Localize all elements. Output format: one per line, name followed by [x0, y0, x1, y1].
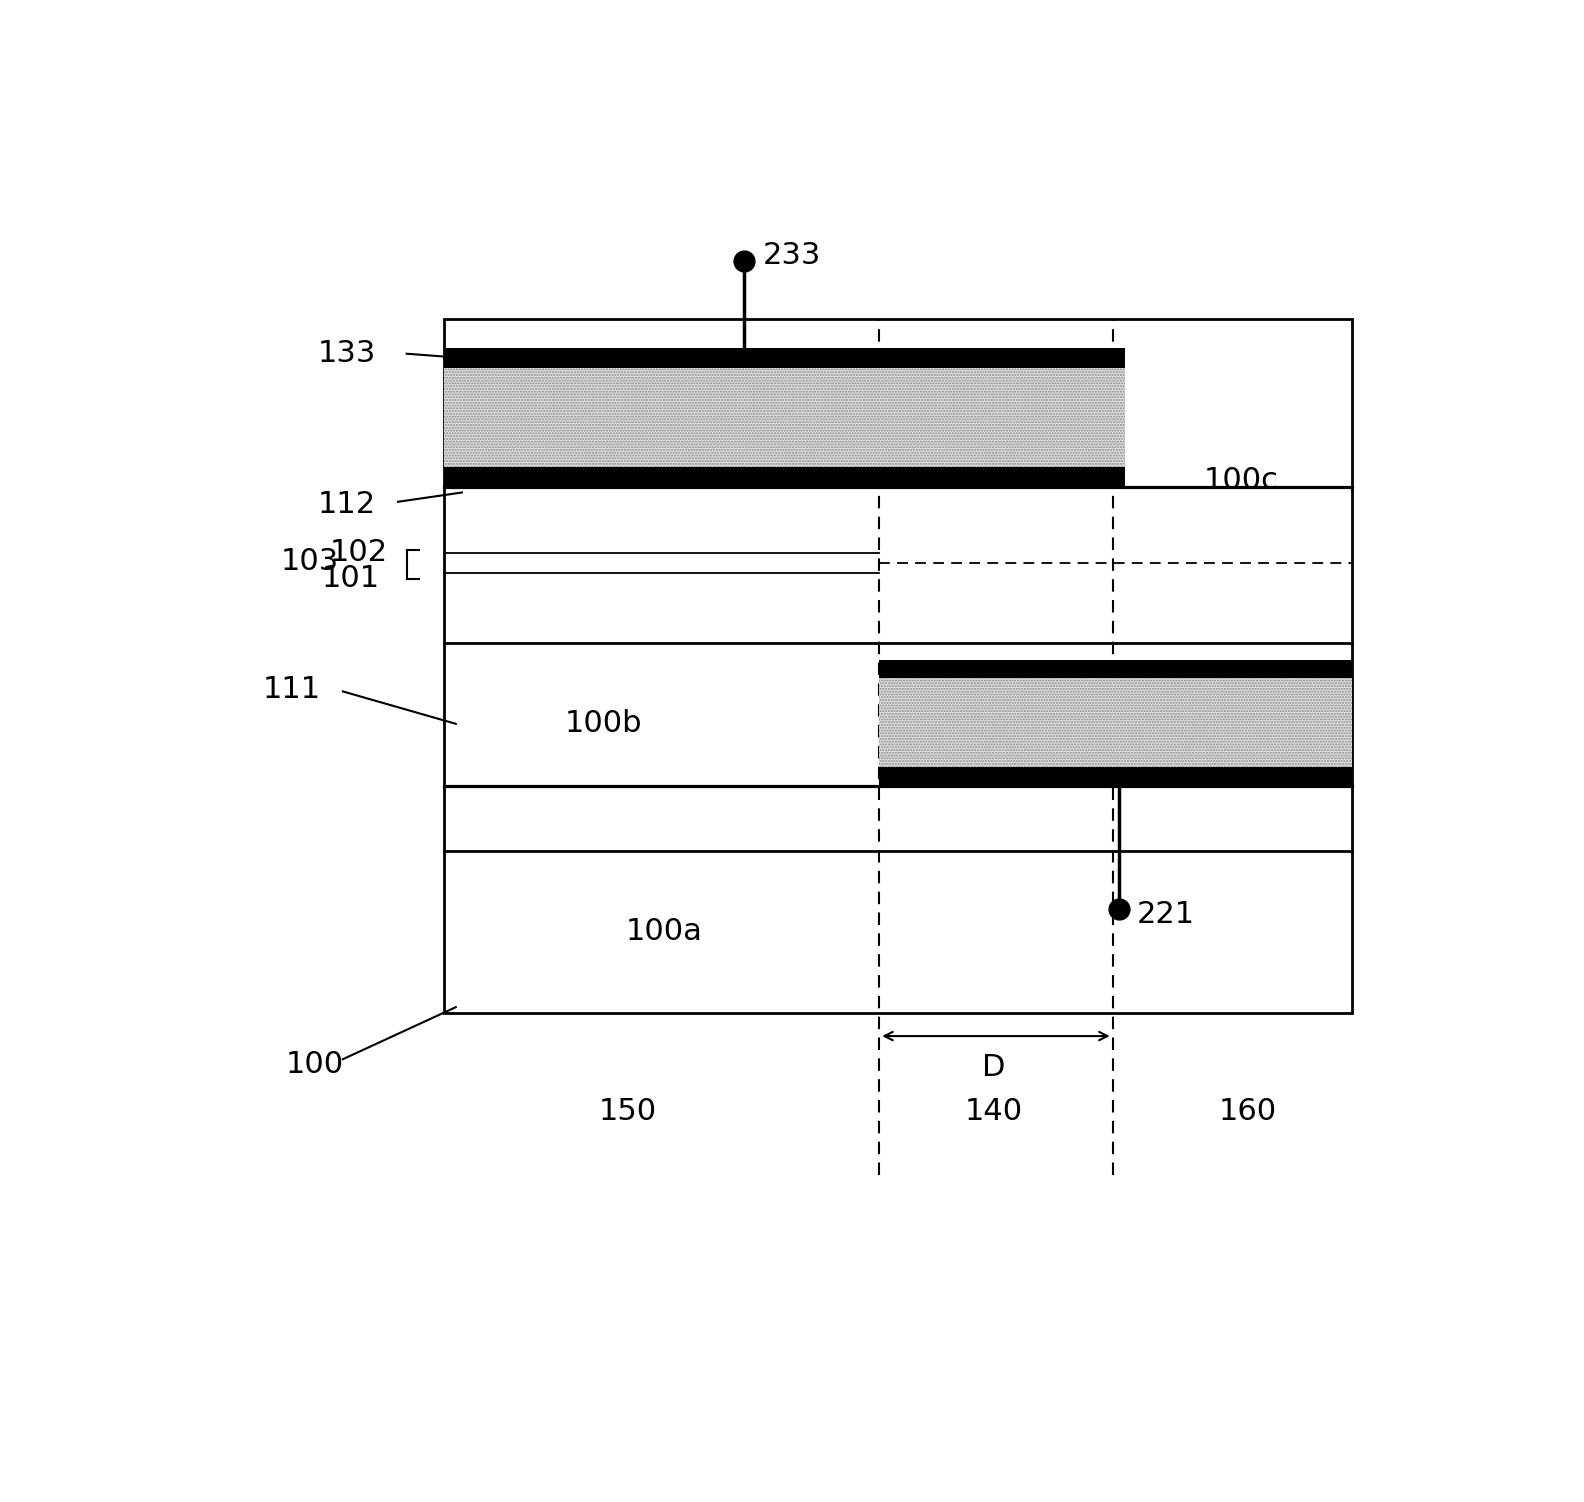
- Text: 111: 111: [263, 674, 320, 703]
- Text: 121: 121: [898, 709, 955, 739]
- Bar: [444, 348, 1125, 368]
- Text: 101: 101: [322, 563, 380, 593]
- Text: 233: 233: [763, 240, 821, 270]
- Text: 160: 160: [1218, 1096, 1277, 1126]
- Bar: [444, 467, 1125, 487]
- Text: 112: 112: [318, 490, 375, 518]
- Text: 150: 150: [599, 1096, 657, 1126]
- Bar: [879, 766, 1353, 786]
- Text: 140: 140: [965, 1096, 1023, 1126]
- Bar: [444, 368, 1125, 467]
- Text: D: D: [982, 1053, 1006, 1083]
- Text: 100a: 100a: [626, 918, 703, 946]
- Text: 221: 221: [1137, 900, 1196, 930]
- Text: 133: 133: [318, 339, 375, 368]
- Text: 103: 103: [280, 547, 339, 577]
- Bar: [879, 677, 1353, 766]
- Text: 100c: 100c: [1204, 467, 1278, 496]
- Bar: [444, 318, 1353, 1012]
- Text: 100b: 100b: [564, 709, 642, 739]
- Bar: [879, 661, 1353, 677]
- Text: 100: 100: [285, 1050, 344, 1080]
- Text: 102: 102: [329, 538, 388, 568]
